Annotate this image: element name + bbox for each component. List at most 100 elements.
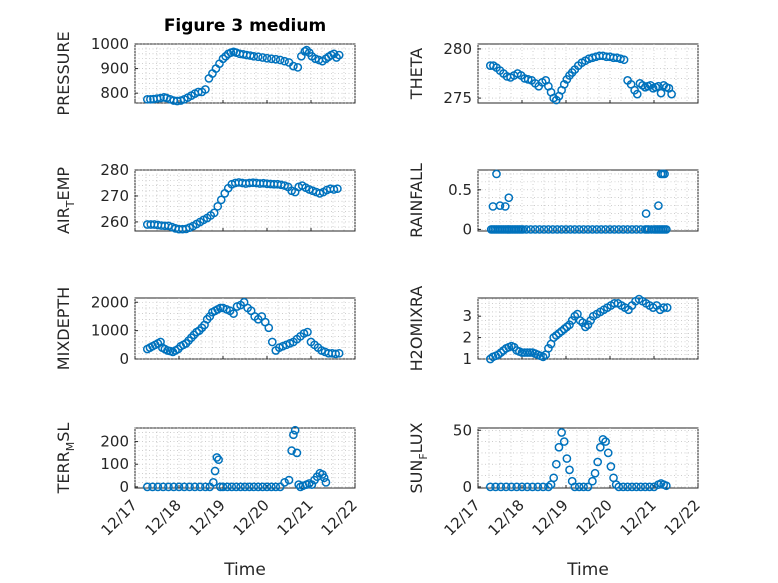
data-point: [507, 482, 516, 492]
x-tick-label: 12/20: [230, 496, 273, 539]
data-point: [661, 481, 671, 491]
data-point: [293, 63, 303, 72]
subplot-7: 0 100 200 TERRMSL 12/17 12/18 12/19 12/20 12/21 1…: [54, 423, 361, 540]
data-point: [218, 54, 228, 64]
y-tick-label: 1: [462, 350, 472, 368]
data-point: [156, 93, 165, 103]
data-point: [522, 348, 532, 357]
data-point: [662, 303, 672, 312]
x-axis-label-left: Time: [223, 560, 266, 580]
data-point: [333, 184, 342, 194]
y-axis-label: H2OMIXRA: [407, 286, 426, 372]
data-point: [593, 457, 603, 467]
data-point: [218, 482, 228, 492]
data-point: [195, 482, 205, 492]
data-point: [201, 482, 210, 492]
data-point: [544, 343, 553, 353]
data-point: [618, 225, 628, 234]
x-axis-label-right: Time: [566, 560, 609, 580]
data-point: [190, 482, 200, 492]
x-tick-label: 12/17: [98, 496, 141, 539]
y-tick-label: 0: [462, 220, 472, 238]
data-point: [659, 303, 669, 312]
data-point: [538, 482, 548, 492]
data-point: [249, 51, 259, 61]
data-point: [551, 459, 561, 469]
data-point: [208, 477, 218, 487]
data-point: [500, 202, 510, 211]
figure-title: Figure 3 medium: [164, 16, 326, 36]
data-point: [583, 225, 593, 234]
data-point: [528, 482, 537, 492]
y-tick-label: 0.5: [448, 181, 472, 199]
y-tick-label: 2000: [91, 293, 129, 311]
data-point: [656, 88, 666, 98]
data-point: [570, 225, 580, 234]
data-point: [213, 201, 223, 211]
data-point: [636, 482, 646, 492]
x-tick-label: 12/21: [617, 496, 660, 539]
data-point: [526, 225, 536, 234]
data-point: [258, 482, 267, 492]
data-point: [578, 318, 588, 327]
axes-box: [477, 427, 699, 489]
data-point: [552, 225, 562, 234]
y-tick-label: 260: [100, 213, 129, 231]
data-point: [559, 437, 569, 446]
data-point: [557, 225, 566, 234]
subplot-8: 0 50 SUNFLUX 12/17 12/18 12/19 12/20 12/21 12/22: [407, 421, 704, 539]
data-point: [603, 448, 613, 458]
data-point: [598, 434, 608, 444]
data-point: [303, 327, 312, 337]
data-point: [641, 209, 651, 218]
data-point: [240, 482, 250, 492]
data-point: [210, 466, 220, 476]
data-point: [501, 482, 511, 492]
data-point: [614, 482, 624, 492]
y-tick-label: 3: [462, 307, 472, 325]
y-axis-label: TERRMSL: [54, 423, 77, 495]
data-point: [544, 225, 553, 234]
subplot-5: 0 1000 2000 MIXDEPTH: [54, 287, 356, 370]
data-point: [525, 348, 535, 357]
y-tick-label: 100: [100, 455, 129, 473]
data-point: [164, 482, 173, 492]
data-point: [530, 225, 540, 234]
data-point: [179, 482, 189, 492]
data-point: [595, 442, 605, 452]
data-point: [539, 225, 549, 234]
data-point: [216, 195, 226, 205]
data-point: [280, 56, 289, 66]
data-point: [583, 320, 593, 330]
data-point: [549, 473, 559, 483]
data-point: [535, 225, 544, 234]
data-point: [601, 437, 610, 446]
x-tick-label: 12/17: [441, 496, 484, 539]
data-point: [302, 45, 311, 55]
x-tick-label: 12/18: [142, 496, 185, 539]
data-point: [212, 453, 222, 462]
data-point: [632, 89, 642, 99]
y-tick-label: 800: [100, 84, 129, 102]
y-axis-label: THETA: [407, 48, 426, 100]
data-point: [660, 169, 669, 179]
data-point: [334, 50, 344, 60]
data-point: [321, 477, 331, 487]
data-point: [214, 455, 223, 465]
data-point: [223, 482, 232, 492]
data-point: [496, 482, 506, 492]
data-point: [548, 225, 558, 234]
data-point: [579, 225, 588, 234]
data-point: [606, 462, 616, 471]
data-point: [533, 482, 543, 492]
data-point: [156, 337, 165, 347]
y-tick-label: 280: [443, 40, 472, 58]
data-point: [517, 482, 527, 492]
data-point: [614, 225, 624, 234]
y-tick-label: 0: [119, 478, 129, 496]
subplot-3: 260 270 280 AIRTEMP: [54, 161, 356, 234]
data-point: [618, 482, 628, 492]
data-point: [523, 75, 533, 84]
